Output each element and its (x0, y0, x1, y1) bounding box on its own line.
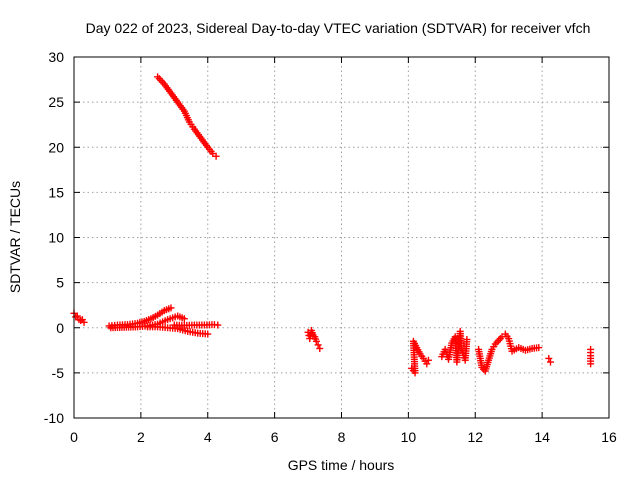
data-point-marker (80, 318, 88, 326)
y-tick-label: 0 (56, 320, 64, 336)
data-point-marker (179, 105, 187, 113)
data-point-marker (178, 314, 186, 322)
x-axis-label: GPS time / hours (288, 457, 395, 473)
y-tick-label: 10 (48, 230, 64, 246)
data-point-marker (207, 147, 215, 155)
data-point-marker (73, 312, 81, 320)
y-tick-label: -5 (52, 365, 65, 381)
axes: 0 2 4 6 8 10 12 14 16 -10 -5 0 5 10 15 20 25 30 (44, 49, 617, 445)
data-point-marker (184, 116, 192, 124)
x-tick-label: 14 (534, 429, 550, 445)
data-point-marker (308, 329, 316, 337)
data-points (70, 73, 595, 377)
y-tick-label: 15 (48, 184, 64, 200)
x-tick-label: 6 (271, 429, 279, 445)
x-tick-label: 8 (338, 429, 346, 445)
data-point-marker (415, 348, 423, 356)
data-point-marker (503, 332, 511, 340)
data-point-marker (166, 87, 174, 95)
plot-frame (73, 56, 610, 419)
x-tick-label: 4 (204, 429, 212, 445)
data-point-marker (159, 78, 167, 86)
data-point-marker (145, 316, 153, 324)
data-point-marker (458, 344, 466, 352)
y-tick-label: 20 (48, 139, 64, 155)
data-point-marker (212, 152, 220, 160)
data-point-marker (421, 357, 429, 365)
data-point-marker (587, 357, 595, 365)
data-point-marker (490, 343, 498, 351)
data-point-marker (496, 335, 504, 343)
data-point-marker (493, 338, 501, 346)
data-point-marker (533, 344, 541, 352)
data-point-marker (165, 305, 173, 313)
data-point-marker (208, 321, 216, 329)
data-point-marker (214, 321, 222, 329)
data-point-marker (463, 338, 471, 346)
data-point-marker (412, 341, 420, 349)
data-point-marker (545, 354, 553, 362)
data-point-marker (158, 308, 166, 316)
grid (74, 57, 609, 418)
data-point-marker (587, 349, 595, 357)
data-point-marker (312, 335, 320, 343)
y-tick-label: 25 (48, 94, 64, 110)
data-point-marker (202, 141, 210, 149)
x-tick-label: 12 (467, 429, 483, 445)
data-point-marker (181, 327, 189, 335)
data-point-marker (161, 317, 169, 325)
data-point-marker (316, 345, 324, 353)
data-point-marker (424, 356, 432, 364)
x-tick-label: 16 (601, 429, 617, 445)
x-tick-label: 0 (70, 429, 78, 445)
data-point-marker (189, 123, 197, 131)
data-point-marker (314, 341, 322, 349)
data-point-marker (172, 96, 180, 104)
data-point-marker (151, 312, 159, 320)
y-axis-label: SDTVAR / TECUs (7, 181, 23, 293)
data-point-marker (201, 330, 209, 338)
x-tick-label: 2 (137, 429, 145, 445)
data-point-marker (196, 132, 204, 140)
data-point-marker (487, 348, 495, 356)
y-tick-label: 30 (48, 49, 64, 65)
y-tick-label: -10 (44, 410, 64, 426)
y-tick-label: 5 (56, 275, 64, 291)
data-point-marker (546, 358, 554, 366)
data-point-marker (418, 352, 426, 360)
x-tick-label: 10 (401, 429, 417, 445)
chart-title: Day 022 of 2023, Sidereal Day-to-day VTE… (86, 20, 591, 36)
data-point-marker (526, 345, 534, 353)
